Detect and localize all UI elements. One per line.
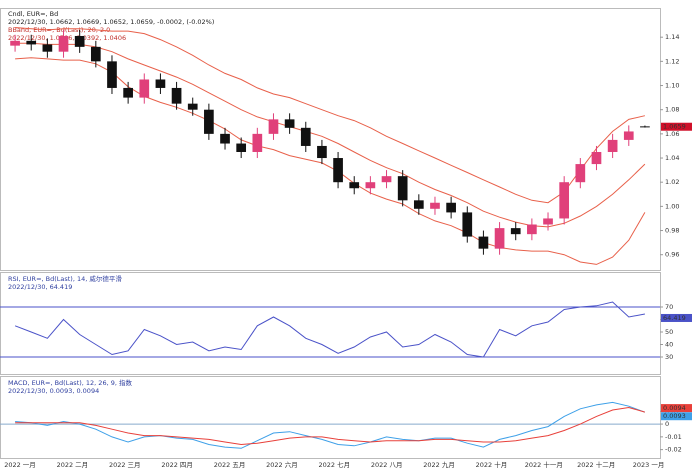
candle-body — [58, 35, 69, 52]
x-tick-label: 2022 五月 — [214, 461, 246, 469]
value-tag — [661, 412, 692, 421]
price-title: Cndl, EUR=, Bd — [8, 10, 58, 18]
candle-body — [252, 133, 263, 152]
price-panel — [0, 8, 661, 271]
candle-body — [139, 79, 150, 98]
candle-body — [220, 133, 230, 144]
x-tick-label: 2022 十二月 — [577, 460, 615, 469]
candle-body — [123, 87, 133, 98]
x-tick-label: 2022 十月 — [476, 460, 508, 469]
y-tick-label: 1.12 — [665, 57, 679, 65]
candle-body — [397, 176, 408, 201]
bollinger-band — [15, 27, 646, 204]
candle-body — [510, 228, 521, 235]
value-tag-label: 0.0094 — [663, 404, 686, 412]
bollinger-band — [15, 42, 646, 228]
x-tick-label: 2022 二月 — [57, 461, 89, 469]
indicator-line — [15, 401, 646, 449]
value-tag — [661, 404, 692, 413]
x-tick-label: 2022 六月 — [266, 460, 298, 469]
rsi-title: RSI, EUR=, Bd(Last), 14, 威尔德平滑 — [8, 274, 122, 283]
y-tick-label: 1.06 — [665, 130, 679, 138]
x-tick-label: 2022 九月 — [423, 460, 455, 469]
y-tick-label: 70 — [665, 303, 673, 311]
y-tick-label: 1.04 — [665, 154, 679, 162]
price-subtitle: 2022/12/30, 1.0662, 1.0669, 1.0652, 1.06… — [8, 18, 214, 26]
y-tick-label: 40 — [665, 341, 673, 349]
y-tick-label: 0.98 — [665, 227, 679, 235]
candle-body — [478, 236, 489, 249]
candle-body — [430, 202, 440, 209]
candle-body — [10, 40, 20, 46]
candle-body — [155, 79, 166, 88]
macd-panel — [0, 376, 661, 459]
candle-body — [543, 218, 553, 225]
candle-body — [333, 158, 343, 183]
candle-body — [381, 176, 392, 183]
candle-body — [559, 182, 570, 219]
candle-body — [236, 143, 247, 152]
bollinger-band — [15, 57, 646, 265]
macd-subtitle: 2022/12/30, 0.0093, 0.0094 — [8, 387, 99, 395]
y-tick-label: -0.02 — [665, 446, 682, 454]
value-tag — [661, 313, 692, 322]
y-tick-label: 1.00 — [665, 202, 679, 210]
candle-body — [284, 119, 295, 128]
y-tick-label: 1.08 — [665, 106, 679, 114]
y-tick-label: 1.14 — [665, 33, 679, 41]
value-tag-label: 0.0093 — [663, 412, 686, 420]
indicator-line — [14, 301, 645, 358]
price-tag-label: 1.0659 — [663, 123, 686, 131]
y-tick-label: 1.02 — [665, 178, 679, 186]
value-tag-label: 64.419 — [663, 314, 686, 322]
rsi-panel — [0, 272, 661, 375]
x-tick-label: 2022 七月 — [318, 460, 350, 469]
candle-body — [494, 228, 505, 249]
candle-body — [74, 35, 85, 47]
y-tick-label: 0.96 — [665, 251, 679, 259]
x-tick-label: 2022 八月 — [371, 461, 403, 469]
candle-body — [317, 145, 327, 159]
rsi-subtitle: 2022/12/30, 64.419 — [8, 283, 72, 291]
y-tick-label: 0 — [665, 420, 669, 428]
candle-body — [575, 164, 586, 183]
candle-body — [591, 151, 602, 165]
macd-title: MACD, EUR=, Bd(Last), 12, 26, 9, 指数 — [8, 378, 132, 387]
candle-body — [623, 131, 634, 140]
candle-body — [413, 200, 424, 209]
price-tag — [661, 122, 692, 131]
x-tick-label: 2023 一月 — [633, 461, 665, 469]
x-tick-label: 2022 三月 — [109, 461, 141, 469]
candle-body — [527, 224, 537, 235]
x-tick-label: 2022 四月 — [161, 461, 193, 469]
candle-body — [300, 127, 311, 146]
indicator-line — [15, 406, 646, 446]
x-tick-label: 2022 十一月 — [525, 460, 563, 469]
y-tick-label: 30 — [665, 353, 673, 361]
candle-body — [204, 109, 214, 134]
candle-body — [107, 61, 117, 88]
band-title: BBand, EUR=, Bd(Last), 20, 2.0 — [8, 26, 110, 34]
candle-body — [268, 119, 279, 134]
candle-body — [365, 182, 376, 189]
y-tick-label: 1.10 — [665, 82, 679, 90]
candle-body — [187, 103, 198, 110]
y-tick-label: -0.01 — [665, 433, 682, 441]
y-tick-label: 50 — [665, 328, 673, 336]
candle-body — [90, 46, 101, 62]
candle-body — [26, 40, 37, 45]
candle-body — [171, 87, 182, 104]
x-tick-label: 2022 一月 — [4, 461, 36, 469]
candle-body — [607, 139, 618, 152]
candle-body — [462, 212, 473, 237]
candle-body — [349, 182, 360, 189]
candle-body — [446, 202, 456, 213]
candle-body — [640, 126, 650, 128]
candle-body — [42, 44, 53, 52]
